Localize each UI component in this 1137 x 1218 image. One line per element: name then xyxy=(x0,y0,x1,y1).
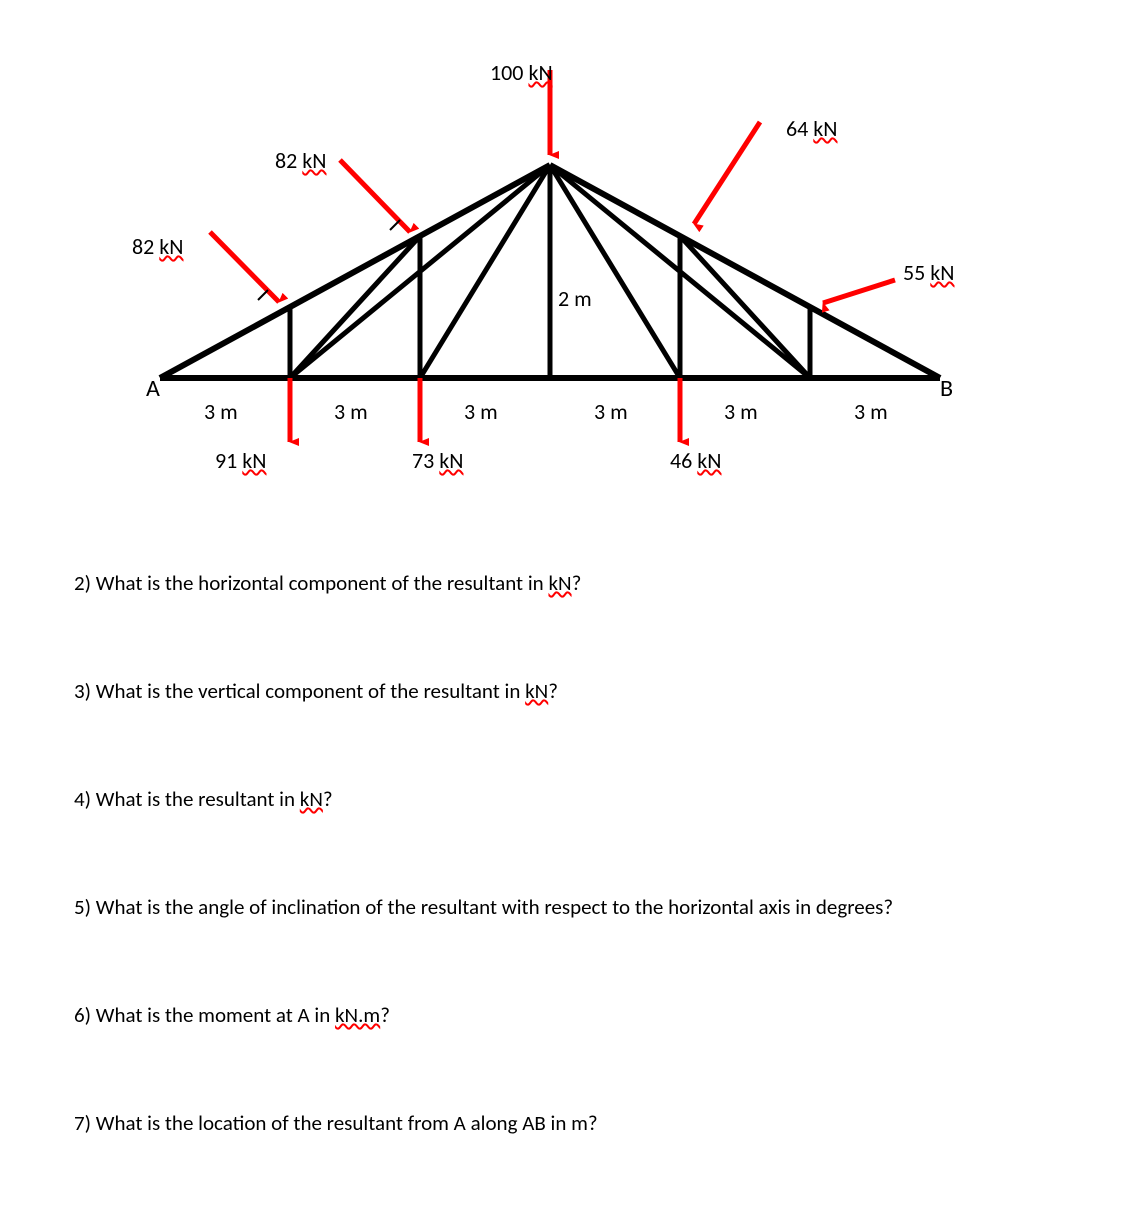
label-82kn-lower: 82 kN xyxy=(132,236,183,258)
questions-block: 2) What is the horizontal component of t… xyxy=(74,570,1054,1218)
question-7: 7) What is the location of the resultant… xyxy=(74,1110,1054,1136)
label-height: 2 m xyxy=(558,288,592,310)
question-2: 2) What is the horizontal component of t… xyxy=(74,570,1054,596)
force-64kn xyxy=(694,122,760,224)
label-64kn: 64 kN xyxy=(786,118,837,140)
dim-1: 3 m xyxy=(204,398,238,425)
top-chord-left xyxy=(160,165,550,378)
dim-6: 3 m xyxy=(854,398,888,425)
top-chord-right xyxy=(550,165,940,378)
web-diag-r-extra xyxy=(680,236,810,378)
question-5: 5) What is the angle of inclination of t… xyxy=(74,894,1054,920)
node-B-label: B xyxy=(940,374,953,403)
web-diag-r1 xyxy=(550,165,680,378)
force-55kn xyxy=(823,280,895,303)
question-6: 6) What is the moment at A in kN.m? xyxy=(74,1002,1054,1028)
dim-5: 3 m xyxy=(724,398,758,425)
perp-tick-2 xyxy=(258,290,268,300)
truss-diagram: 100 kN 82 kN 82 kN 64 kN 55 kN 91 kN 73 … xyxy=(0,0,1137,520)
label-100kn: 100 kN xyxy=(490,62,553,84)
label-91kn: 91 kN xyxy=(215,450,266,472)
web-diag-l1 xyxy=(420,165,550,378)
dim-4: 3 m xyxy=(594,398,628,425)
web-diag-l-extra xyxy=(290,236,420,378)
dim-3: 3 m xyxy=(464,398,498,425)
label-55kn: 55 kN xyxy=(903,262,954,284)
label-73kn: 73 kN xyxy=(412,450,463,472)
label-82kn-upper: 82 kN xyxy=(275,150,326,172)
question-4: 4) What is the resultant in kN? xyxy=(74,786,1054,812)
page: 100 kN 82 kN 82 kN 64 kN 55 kN 91 kN 73 … xyxy=(0,0,1137,1210)
dim-2: 3 m xyxy=(334,398,368,425)
node-A-label: A xyxy=(146,374,160,403)
force-82kn-lower xyxy=(210,232,279,302)
question-3: 3) What is the vertical component of the… xyxy=(74,678,1054,704)
perp-tick-1 xyxy=(390,220,400,230)
label-46kn: 46 kN xyxy=(670,450,721,472)
